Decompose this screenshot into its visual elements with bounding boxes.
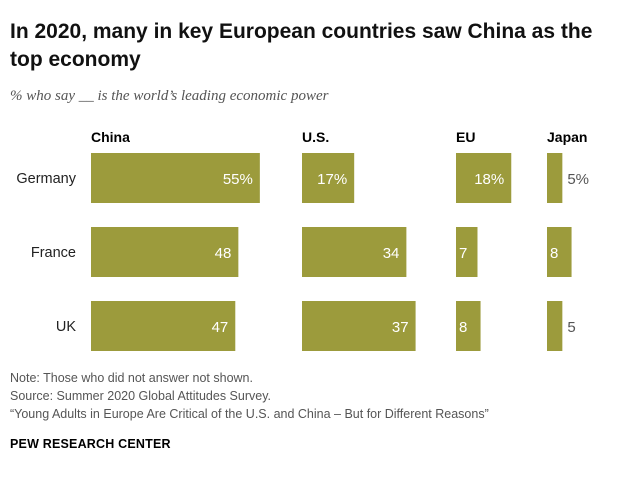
bar-us-germany: [302, 153, 355, 203]
bar-japan-uk: [547, 301, 563, 351]
row-label-france: France: [31, 245, 76, 261]
column-header-china: China: [91, 129, 130, 145]
column-header-japan: Japan: [547, 129, 587, 145]
chart-title: In 2020, many in key European countries …: [10, 20, 593, 71]
bar-eu-germany: [456, 153, 512, 203]
value-label-china-germany: 55%: [223, 171, 253, 188]
value-label-eu-germany: 18%: [474, 171, 504, 188]
value-label-us-germany: 17%: [317, 171, 347, 188]
value-label-us-france: 34: [383, 245, 400, 262]
value-label-japan-germany: 5%: [567, 171, 589, 188]
source-text: Source: Summer 2020 Global Attitudes Sur…: [10, 389, 272, 403]
row-label-germany: Germany: [16, 171, 76, 187]
bar-china-germany: [91, 153, 260, 203]
chart-subtitle: % who say __ is the world’s leading econ…: [10, 88, 329, 104]
value-label-japan-france: 8: [550, 245, 558, 262]
bar-eu-france: [456, 227, 478, 277]
value-label-eu-france: 7: [459, 245, 467, 262]
bar-us-uk: [302, 301, 416, 351]
bar-japan-germany: [547, 153, 563, 203]
column-header-us: U.S.: [302, 129, 329, 145]
pew-research-center-logo-text: PEW RESEARCH CENTER: [10, 437, 171, 451]
bar-eu-uk: [456, 301, 481, 351]
report-title-text: “Young Adults in Europe Are Critical of …: [10, 407, 489, 421]
value-label-eu-uk: 8: [459, 319, 467, 336]
column-header-eu: EU: [456, 129, 475, 145]
note-text: Note: Those who did not answer not shown…: [10, 371, 253, 385]
bar-us-france: [302, 227, 407, 277]
bar-japan-france: [547, 227, 572, 277]
value-label-us-uk: 37: [392, 319, 409, 336]
value-label-china-france: 48: [215, 245, 232, 262]
row-label-uk: UK: [56, 319, 76, 335]
value-label-japan-uk: 5: [567, 319, 575, 336]
bar-chart: China U.S. EU JapanGermanyFranceUK55%484717…: [16, 129, 589, 351]
bar-china-france: [91, 227, 239, 277]
value-label-china-uk: 47: [212, 319, 229, 336]
bar-china-uk: [91, 301, 236, 351]
